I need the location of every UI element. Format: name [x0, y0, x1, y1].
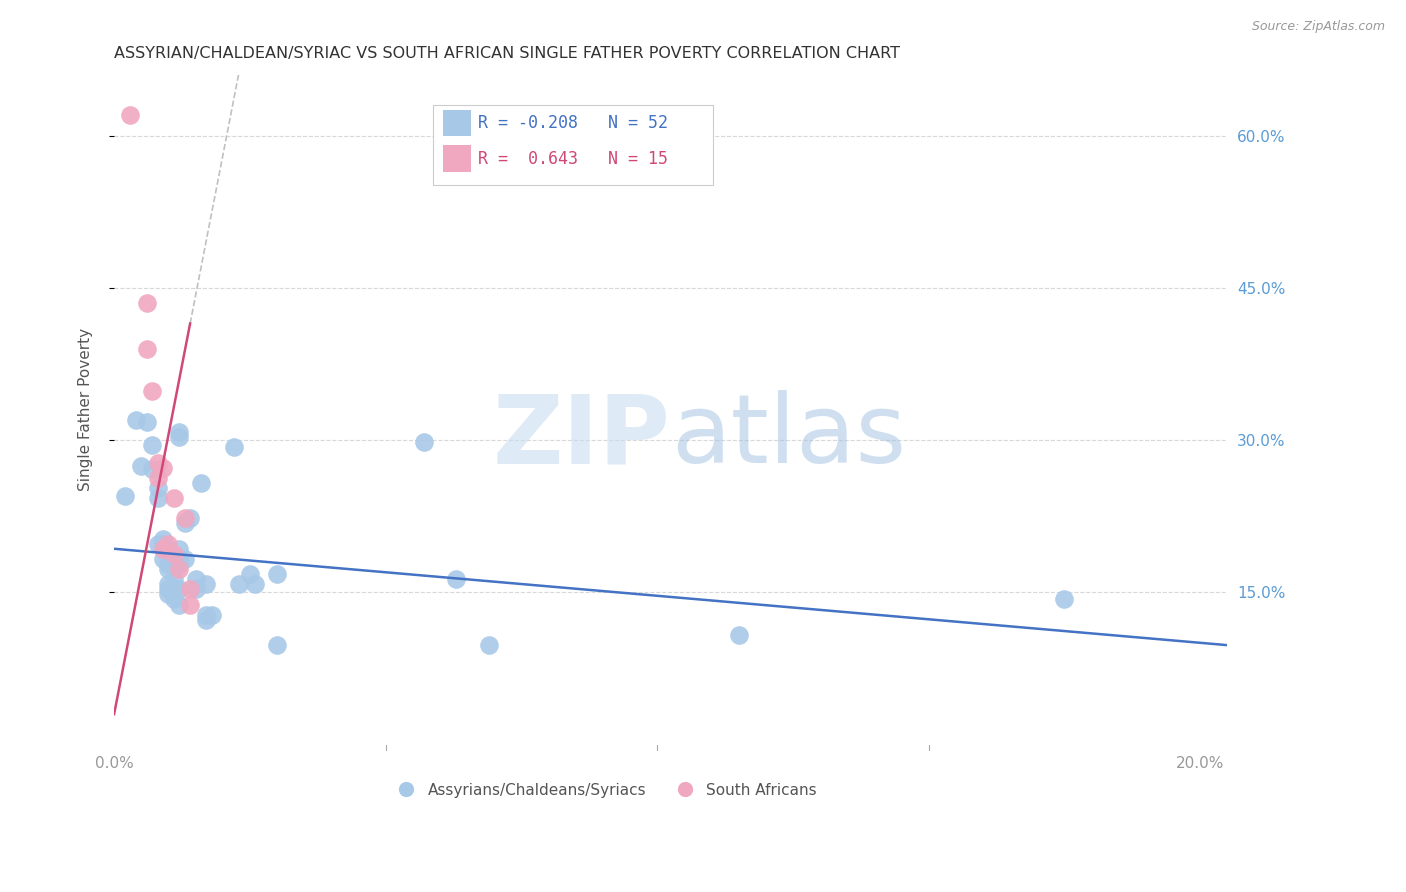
Point [266, 638, 288, 652]
Point [120, 108, 142, 122]
Point [195, 607, 218, 622]
Point [157, 541, 180, 556]
Point [179, 582, 201, 597]
Point [184, 572, 207, 586]
Point [141, 438, 163, 452]
Text: R =  0.643   N = 15: R = 0.643 N = 15 [478, 150, 668, 168]
Point [190, 475, 212, 490]
Point [163, 592, 186, 607]
Point [444, 572, 467, 586]
Point [1053, 592, 1076, 607]
Point [129, 458, 152, 473]
Point [163, 491, 186, 505]
Point [266, 567, 288, 582]
Text: Source: ZipAtlas.com: Source: ZipAtlas.com [1251, 20, 1385, 33]
Point [173, 511, 195, 525]
Legend: Assyrians/Chaldeans/Syriacs, South Africans: Assyrians/Chaldeans/Syriacs, South Afric… [385, 777, 823, 804]
Point [195, 577, 218, 591]
Point [146, 537, 169, 551]
Point [173, 516, 195, 531]
Y-axis label: Single Father Poverty: Single Father Poverty [79, 328, 93, 491]
Point [125, 413, 148, 427]
Point [239, 567, 262, 582]
Point [114, 489, 136, 503]
Point [152, 541, 174, 556]
Point [163, 572, 186, 586]
Point [169, 557, 191, 571]
Point [157, 577, 180, 591]
Point [222, 440, 245, 454]
Text: ASSYRIAN/CHALDEAN/SYRIAC VS SOUTH AFRICAN SINGLE FATHER POVERTY CORRELATION CHAR: ASSYRIAN/CHALDEAN/SYRIAC VS SOUTH AFRICA… [114, 46, 900, 62]
Point [179, 511, 201, 525]
Point [146, 491, 169, 505]
Point [152, 532, 174, 546]
Point [169, 430, 191, 444]
Point [169, 582, 191, 597]
Point [169, 552, 191, 566]
Point [169, 541, 191, 556]
Point [157, 537, 180, 551]
Point [157, 557, 180, 571]
Text: R = -0.208   N = 52: R = -0.208 N = 52 [478, 114, 668, 132]
Point [163, 552, 186, 566]
Point [146, 471, 169, 485]
Text: atlas: atlas [671, 390, 905, 483]
Point [184, 582, 207, 597]
Point [163, 582, 186, 597]
Point [163, 562, 186, 576]
Point [157, 582, 180, 597]
Point [135, 415, 157, 429]
Point [141, 384, 163, 399]
Point [478, 638, 501, 652]
Point [152, 460, 174, 475]
Point [157, 587, 180, 601]
Point [228, 577, 250, 591]
Point [201, 607, 224, 622]
Point [146, 481, 169, 495]
Point [169, 598, 191, 612]
Point [157, 562, 180, 576]
Point [141, 461, 163, 475]
Point [135, 296, 157, 310]
Point [179, 598, 201, 612]
Point [135, 342, 157, 356]
Point [163, 547, 186, 561]
Point [173, 552, 195, 566]
Point [195, 613, 218, 627]
Point [146, 456, 169, 470]
Point [727, 628, 749, 642]
Point [152, 537, 174, 551]
Text: ZIP: ZIP [494, 390, 671, 483]
Point [412, 435, 434, 450]
Point [169, 562, 191, 576]
Point [245, 577, 267, 591]
Point [169, 425, 191, 439]
Point [152, 552, 174, 566]
Point [163, 562, 186, 576]
